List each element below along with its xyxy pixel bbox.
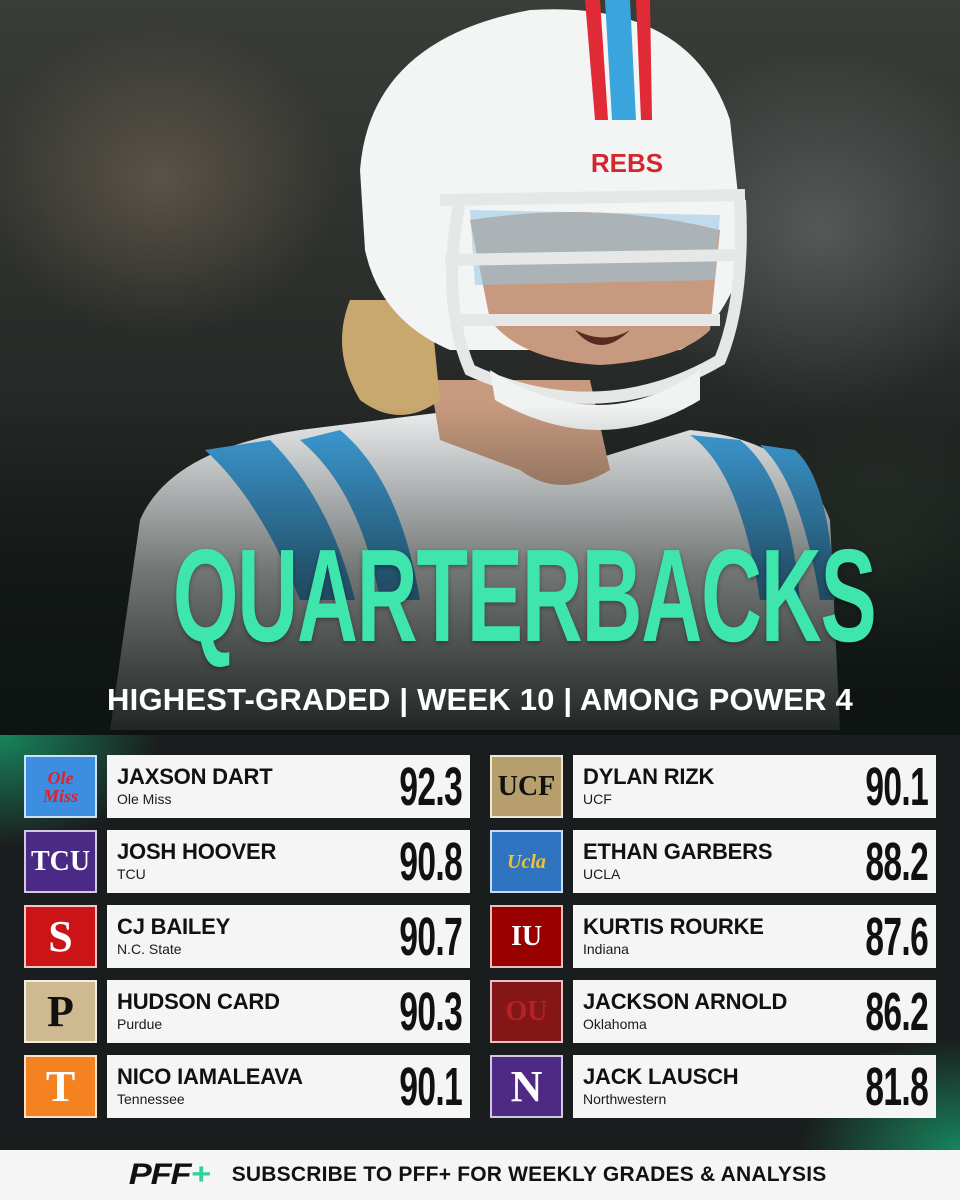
- player-card: NICO IAMALEAVA Tennessee 90.1: [107, 1055, 470, 1118]
- player-team: Indiana: [583, 941, 629, 957]
- team-logo-icon: TCU: [24, 830, 97, 893]
- team-logo-icon: Ucla: [490, 830, 563, 893]
- team-logo-icon: P: [24, 980, 97, 1043]
- player-name: JOSH HOOVER: [117, 839, 277, 864]
- page-title: QUARTERBACKS: [172, 522, 877, 669]
- player-grade: 90.1: [399, 1057, 462, 1117]
- player-row: UCF DYLAN RIZK UCF 90.1: [490, 755, 936, 818]
- team-logo-icon: OU: [490, 980, 563, 1043]
- player-row: N JACK LAUSCH Northwestern 81.8: [490, 1055, 936, 1118]
- player-team: TCU: [117, 866, 146, 882]
- player-name: HUDSON CARD: [117, 989, 280, 1014]
- player-row: P HUDSON CARD Purdue 90.3: [24, 980, 470, 1043]
- player-card: KURTIS ROURKE Indiana 87.6: [573, 905, 936, 968]
- page-subtitle: HIGHEST-GRADED | WEEK 10 | AMONG POWER 4: [107, 682, 853, 717]
- team-logo-text: P: [47, 986, 74, 1036]
- team-logo-text: IU: [510, 920, 543, 952]
- player-grade: 81.8: [865, 1057, 928, 1117]
- team-logo-text: UCF: [497, 770, 556, 802]
- player-row: S CJ BAILEY N.C. State 90.7: [24, 905, 470, 968]
- footer-bar[interactable]: PFF+ SUBSCRIBE TO PFF+ FOR WEEKLY GRADES…: [0, 1150, 960, 1200]
- player-name: ETHAN GARBERS: [583, 839, 773, 864]
- player-row: OU JACKSON ARNOLD Oklahoma 86.2: [490, 980, 936, 1043]
- player-row: Ucla ETHAN GARBERS UCLA 88.2: [490, 830, 936, 893]
- hero-section: REBS QUARTERBACKS HIGHEST-GRADED | WEEK …: [0, 0, 960, 735]
- player-team: Oklahoma: [583, 1016, 647, 1032]
- player-grade: 90.3: [399, 982, 462, 1042]
- player-grade: 87.6: [865, 907, 928, 967]
- player-team: N.C. State: [117, 941, 182, 957]
- player-row: IU KURTIS ROURKE Indiana 87.6: [490, 905, 936, 968]
- player-card: JAXSON DART Ole Miss 92.3: [107, 755, 470, 818]
- player-team: Northwestern: [583, 1091, 667, 1107]
- player-row: Ole Miss JAXSON DART Ole Miss 92.3: [24, 755, 470, 818]
- grades-board: Ole Miss JAXSON DART Ole Miss 92.3 TCU JOSH H…: [0, 735, 960, 1150]
- team-logo-icon: Ole Miss: [24, 755, 97, 818]
- player-name: DYLAN RIZK: [583, 764, 715, 789]
- player-grade: 86.2: [865, 982, 928, 1042]
- team-logo-text: S: [48, 911, 73, 961]
- right-column: UCF DYLAN RIZK UCF 90.1 Ucla ETHAN GARBERS UCL…: [490, 755, 936, 1130]
- player-team: Purdue: [117, 1016, 163, 1032]
- player-name: JACKSON ARNOLD: [583, 989, 788, 1014]
- player-name: JACK LAUSCH: [583, 1064, 739, 1089]
- left-column: Ole Miss JAXSON DART Ole Miss 92.3 TCU JOSH H…: [24, 755, 470, 1130]
- team-logo-text: TCU: [30, 845, 91, 877]
- player-card: ETHAN GARBERS UCLA 88.2: [573, 830, 936, 893]
- player-grade: 90.8: [399, 832, 462, 892]
- team-logo-text: T: [45, 1061, 76, 1111]
- team-logo-text: Ole Miss: [42, 767, 78, 806]
- player-team: Ole Miss: [117, 791, 172, 807]
- team-logo-icon: S: [24, 905, 97, 968]
- player-name: NICO IAMALEAVA: [117, 1064, 303, 1089]
- player-grade: 90.7: [399, 907, 462, 967]
- team-logo-icon: IU: [490, 905, 563, 968]
- team-logo-text: OU: [505, 995, 548, 1027]
- team-logo-icon: N: [490, 1055, 563, 1118]
- player-card: JACK LAUSCH Northwestern 81.8: [573, 1055, 936, 1118]
- team-logo-text: N: [510, 1061, 543, 1111]
- hero-fade: [0, 405, 960, 735]
- player-name: JAXSON DART: [117, 764, 273, 789]
- player-row: T NICO IAMALEAVA Tennessee 90.1: [24, 1055, 470, 1118]
- player-card: JACKSON ARNOLD Oklahoma 86.2: [573, 980, 936, 1043]
- player-card: CJ BAILEY N.C. State 90.7: [107, 905, 470, 968]
- player-card: HUDSON CARD Purdue 90.3: [107, 980, 470, 1043]
- player-card: DYLAN RIZK UCF 90.1: [573, 755, 936, 818]
- team-logo-icon: UCF: [490, 755, 563, 818]
- player-team: UCLA: [583, 866, 621, 882]
- helmet-logo-text: REBS: [591, 148, 663, 178]
- player-name: KURTIS ROURKE: [583, 914, 764, 939]
- subscribe-cta[interactable]: SUBSCRIBE TO PFF+ FOR WEEKLY GRADES & AN…: [231, 1163, 827, 1186]
- pff-plus-logo: PFF+: [128, 1158, 210, 1191]
- player-card: JOSH HOOVER TCU 90.8: [107, 830, 470, 893]
- player-row: TCU JOSH HOOVER TCU 90.8: [24, 830, 470, 893]
- player-team: Tennessee: [117, 1091, 185, 1107]
- team-logo-text: Ucla: [507, 850, 546, 873]
- player-team: UCF: [583, 791, 612, 807]
- player-grade: 92.3: [399, 757, 462, 817]
- player-grade: 88.2: [865, 832, 928, 892]
- player-name: CJ BAILEY: [117, 914, 231, 939]
- player-grade: 90.1: [865, 757, 928, 817]
- team-logo-icon: T: [24, 1055, 97, 1118]
